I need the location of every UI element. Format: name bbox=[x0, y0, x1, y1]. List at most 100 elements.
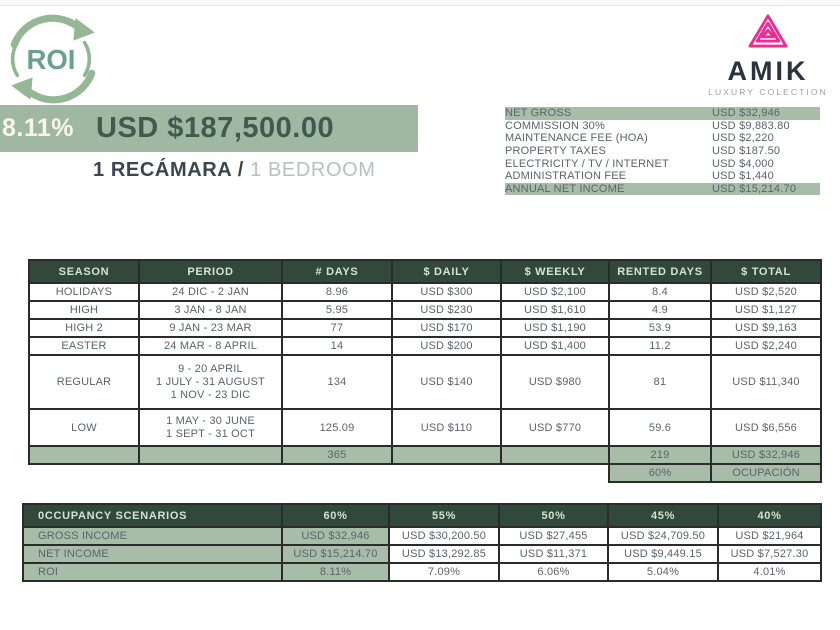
value-cell: USD $15,214.70 bbox=[281, 544, 390, 564]
table-row: ROI 8.11% 7.09% 6.06% 5.04% 4.01% bbox=[22, 562, 822, 582]
days-cell: 77 bbox=[281, 318, 393, 338]
col-header-period: PERIOD bbox=[138, 259, 283, 284]
value-cell: 4.01% bbox=[717, 562, 822, 582]
period-cell: 24 MAR - 8 APRIL bbox=[138, 336, 283, 356]
summary-value: USD $32,946 bbox=[712, 107, 781, 120]
scenario-col-55: 55% bbox=[388, 503, 500, 528]
daily-cell: USD $230 bbox=[391, 300, 502, 320]
roi-percentage: 8.11% bbox=[2, 114, 75, 142]
occupancy-label-cell: OCUPACIÓN bbox=[710, 463, 822, 483]
row-label: ROI bbox=[22, 562, 283, 582]
weekly-cell: USD $980 bbox=[500, 354, 610, 410]
total-cell: USD $1,127 bbox=[710, 300, 822, 320]
season-cell: EASTER bbox=[28, 336, 140, 356]
scenario-col-40: 40% bbox=[717, 503, 822, 528]
total-cell: USD $6,556 bbox=[710, 408, 822, 447]
value-cell: USD $32,946 bbox=[281, 526, 390, 546]
rented-cell: 59.6 bbox=[608, 408, 712, 447]
bedroom-label-es: 1 RECÁMARA / bbox=[93, 159, 244, 181]
period-cell: 1 MAY - 30 JUNE 1 SEPT - 31 OCT bbox=[138, 408, 283, 447]
summary-row: PROPERTY TAXES USD $187.50 bbox=[505, 145, 820, 158]
scenario-col-45: 45% bbox=[607, 503, 719, 528]
rented-cell: 11.2 bbox=[608, 336, 712, 356]
amik-brand-name: AMIK bbox=[727, 56, 809, 86]
rented-cell: 53.9 bbox=[608, 318, 712, 338]
weekly-cell: USD $770 bbox=[500, 408, 610, 447]
total-cell: USD $11,340 bbox=[710, 354, 822, 410]
summary-value: USD $2,220 bbox=[712, 132, 774, 145]
occupancy-summary-row: 60% OCUPACIÓN bbox=[29, 463, 822, 483]
table-row: REGULAR 9 - 20 APRIL 1 JULY - 31 AUGUST … bbox=[28, 354, 822, 410]
summary-value: USD $1,440 bbox=[712, 170, 774, 183]
weekly-cell: USD $1,190 bbox=[500, 318, 610, 338]
period-cell: 9 JAN - 23 MAR bbox=[138, 318, 283, 338]
season-cell: HIGH 2 bbox=[28, 318, 140, 338]
summary-row: MAINTENANCE FEE (HOA) USD $2,220 bbox=[505, 132, 820, 145]
table-row: GROSS INCOME USD $32,946 USD $30,200.50 … bbox=[22, 526, 822, 546]
weekly-cell: USD $2,100 bbox=[500, 282, 610, 302]
roi-cycle-icon: ROI bbox=[10, 14, 96, 104]
days-cell: 134 bbox=[281, 354, 393, 410]
col-header-daily: $ DAILY bbox=[391, 259, 502, 284]
row-label: GROSS INCOME bbox=[22, 526, 283, 546]
daily-cell: USD $140 bbox=[391, 354, 502, 410]
summary-label: ADMINISTRATION FEE bbox=[505, 170, 627, 183]
total-cell: USD $2,240 bbox=[710, 336, 822, 356]
value-cell: USD $7,527.30 bbox=[717, 544, 822, 564]
summary-row: ELECTRICITY / TV / INTERNET USD $4,000 bbox=[505, 157, 820, 170]
summary-label: ELECTRICITY / TV / INTERNET bbox=[505, 157, 669, 170]
occupancy-rate-cell: 60% bbox=[608, 463, 712, 483]
season-table-header-row: SEASON PERIOD # DAYS $ DAILY $ WEEKLY RE… bbox=[28, 259, 822, 284]
row-label: NET INCOME bbox=[22, 544, 283, 564]
summary-value: USD $4,000 bbox=[712, 157, 774, 170]
amik-brand-tagline: LUXURY COLECTION bbox=[708, 87, 828, 97]
weekly-cell: USD $1,610 bbox=[500, 300, 610, 320]
summary-label: NET GROSS bbox=[505, 107, 572, 120]
table-row: EASTER 24 MAR - 8 APRIL 14 USD $200 USD … bbox=[28, 336, 822, 356]
summary-label: ANNUAL NET INCOME bbox=[505, 182, 625, 195]
financial-summary: NET GROSS USD $32,946 COMMISSION 30% USD… bbox=[505, 107, 820, 196]
scenarios-title: 0CCUPANCY SCENARIOS bbox=[22, 503, 283, 528]
col-header-season: SEASON bbox=[28, 259, 140, 284]
season-cell: HOLIDAYS bbox=[28, 282, 140, 302]
summary-row: COMMISSION 30% USD $9,883.80 bbox=[505, 120, 820, 133]
days-cell: 125.09 bbox=[281, 408, 393, 447]
period-cell: 3 JAN - 8 JAN bbox=[138, 300, 283, 320]
season-rates-table: SEASON PERIOD # DAYS $ DAILY $ WEEKLY RE… bbox=[28, 259, 822, 483]
table-row: LOW 1 MAY - 30 JUNE 1 SEPT - 31 OCT 125.… bbox=[28, 408, 822, 447]
daily-cell: USD $300 bbox=[391, 282, 502, 302]
totals-empty-cell bbox=[28, 445, 140, 465]
daily-cell: USD $200 bbox=[391, 336, 502, 356]
value-cell: USD $21,964 bbox=[717, 526, 822, 546]
summary-value: USD $9,883.80 bbox=[712, 119, 790, 132]
col-header-rented-days: RENTED DAYS bbox=[608, 259, 712, 284]
season-cell: HIGH bbox=[28, 300, 140, 320]
period-cell: 9 - 20 APRIL 1 JULY - 31 AUGUST 1 NOV - … bbox=[138, 354, 283, 410]
bedroom-line: 1 RECÁMARA / 1 BEDROOM bbox=[93, 159, 376, 182]
summary-label: COMMISSION 30% bbox=[505, 119, 605, 132]
weekly-cell: USD $1,400 bbox=[500, 336, 610, 356]
days-cell: 14 bbox=[281, 336, 393, 356]
bedroom-label-en: 1 BEDROOM bbox=[250, 159, 376, 181]
empty-area bbox=[29, 464, 609, 482]
season-cell: LOW bbox=[28, 408, 140, 447]
value-cell: USD $30,200.50 bbox=[388, 526, 500, 546]
total-cell: USD $9,163 bbox=[710, 318, 822, 338]
summary-label: PROPERTY TAXES bbox=[505, 145, 607, 158]
totals-rented-cell: 219 bbox=[608, 445, 712, 465]
total-cell: USD $2,520 bbox=[710, 282, 822, 302]
daily-cell: USD $170 bbox=[391, 318, 502, 338]
col-header-days: # DAYS bbox=[281, 259, 393, 284]
totals-empty-cell bbox=[138, 445, 283, 465]
summary-row: ADMINISTRATION FEE USD $1,440 bbox=[505, 170, 820, 183]
period-cell: 24 DIC - 2 JAN bbox=[138, 282, 283, 302]
value-cell: 7.09% bbox=[388, 562, 500, 582]
value-cell: USD $24,709.50 bbox=[607, 526, 719, 546]
summary-row: ANNUAL NET INCOME USD $15,214.70 bbox=[505, 182, 820, 196]
summary-value: USD $15,214.70 bbox=[712, 182, 797, 195]
price-bar: 8.11% USD $187,500.00 bbox=[0, 105, 418, 152]
value-cell: 5.04% bbox=[607, 562, 719, 582]
daily-cell: USD $110 bbox=[391, 408, 502, 447]
col-header-total: $ TOTAL bbox=[710, 259, 822, 284]
days-cell: 5.95 bbox=[281, 300, 393, 320]
